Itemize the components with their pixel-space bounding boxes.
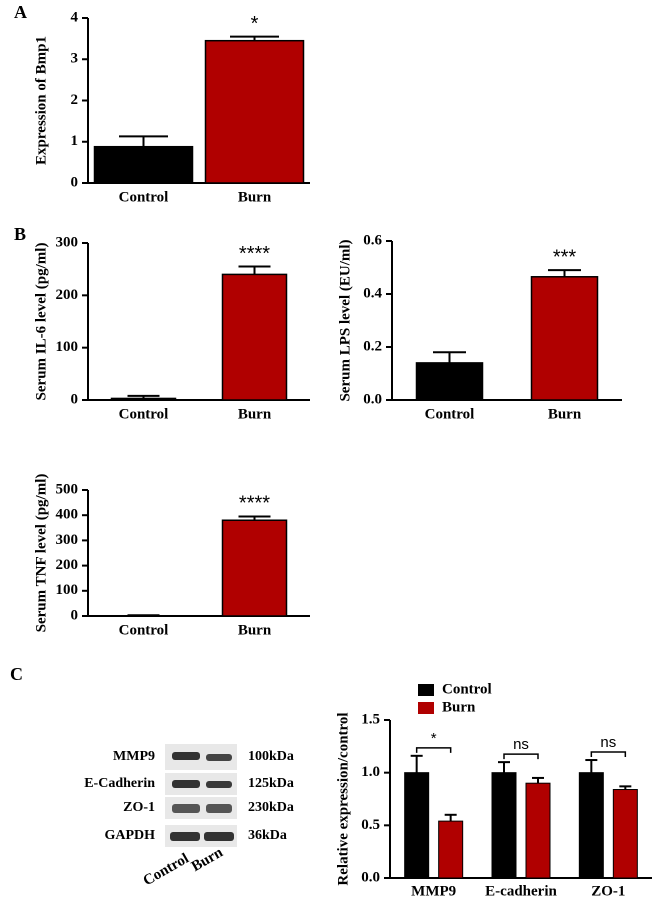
significance: ns [600,734,616,751]
x-tick-label: Burn [548,406,582,422]
x-tick-label: Burn [238,189,272,205]
significance: **** [239,493,270,515]
significance-bracket [415,747,452,753]
y-tick-label: 2 [71,92,79,108]
significance-bracket [503,753,539,760]
bar [525,782,551,879]
panel-label: B [14,224,26,244]
y-tick-label: 0.6 [363,232,382,248]
y-tick-label: 0.4 [363,285,382,301]
x-tick-label: Control [119,189,169,205]
y-tick-label: 0.5 [361,817,380,833]
size-label: 125kDa [248,776,294,791]
legend-label: Control [442,681,492,697]
y-tick-label: 3 [71,51,79,67]
y-tick-label: 0.0 [361,869,380,885]
x-tick-label: Control [119,406,169,422]
protein-label: GAPDH [104,828,155,843]
protein-label: E-Cadherin [84,776,155,791]
x-tick-label: Burn [238,406,272,422]
y-tick-label: 0 [71,174,79,190]
bar [404,772,430,879]
y-tick-label: 1.0 [361,764,380,780]
protein-label: MMP9 [113,749,155,764]
y-tick-label: 0 [71,607,79,623]
lane-label: Control [141,851,192,890]
y-tick-label: 100 [56,339,79,355]
y-axis-label: Serum TNF level (pg/ml) [33,474,49,633]
size-label: 230kDa [248,800,294,815]
y-tick-label: 0.2 [363,338,382,354]
legend-label: Burn [442,699,476,715]
panel-label: C [10,664,23,684]
x-tick-label: MMP9 [411,883,456,899]
panel-label: A [14,2,27,22]
bar [221,273,288,401]
y-tick-label: 0 [71,391,79,407]
bar [204,39,305,184]
y-tick-label: 300 [56,234,79,250]
y-tick-label: 1 [71,133,79,149]
lane-label: Burn [189,844,226,875]
size-label: 36kDa [248,828,287,843]
y-tick-label: 100 [56,582,79,598]
legend-swatch [418,702,434,714]
y-tick-label: 200 [56,557,79,573]
y-tick-label: 500 [56,481,79,497]
significance: **** [239,243,270,265]
bar [110,397,177,401]
x-tick-label: ZO-1 [591,883,625,899]
size-label: 100kDa [248,749,294,764]
bar [578,772,604,879]
bar [221,519,288,617]
y-tick-label: 1.5 [361,711,380,727]
x-tick-label: E-cadherin [485,883,557,899]
y-tick-label: 0.0 [363,391,382,407]
significance: * [251,13,259,35]
bar [530,276,599,401]
blot-bands [165,744,237,847]
x-tick-label: Control [425,406,475,422]
bar [491,772,517,879]
bar [415,362,484,401]
significance: *** [553,246,577,268]
bar [93,145,194,184]
y-axis-label: Relative expression/control [335,712,351,885]
protein-label: ZO-1 [123,800,155,815]
significance-bracket [590,751,627,758]
y-tick-label: 400 [56,507,79,523]
y-axis-label: Expression of Bmp1 [33,36,49,165]
bar [612,789,638,879]
bar [438,820,464,879]
x-tick-label: Control [119,622,169,638]
y-axis-label: Serum IL-6 level (pg/ml) [33,243,49,401]
significance: * [431,730,437,747]
x-tick-label: Burn [238,622,272,638]
y-tick-label: 300 [56,532,79,548]
y-tick-label: 200 [56,287,79,303]
legend-swatch [418,684,434,696]
significance: ns [513,736,529,753]
y-tick-label: 4 [71,9,79,25]
y-axis-label: Serum LPS level (EU/ml) [337,239,353,401]
